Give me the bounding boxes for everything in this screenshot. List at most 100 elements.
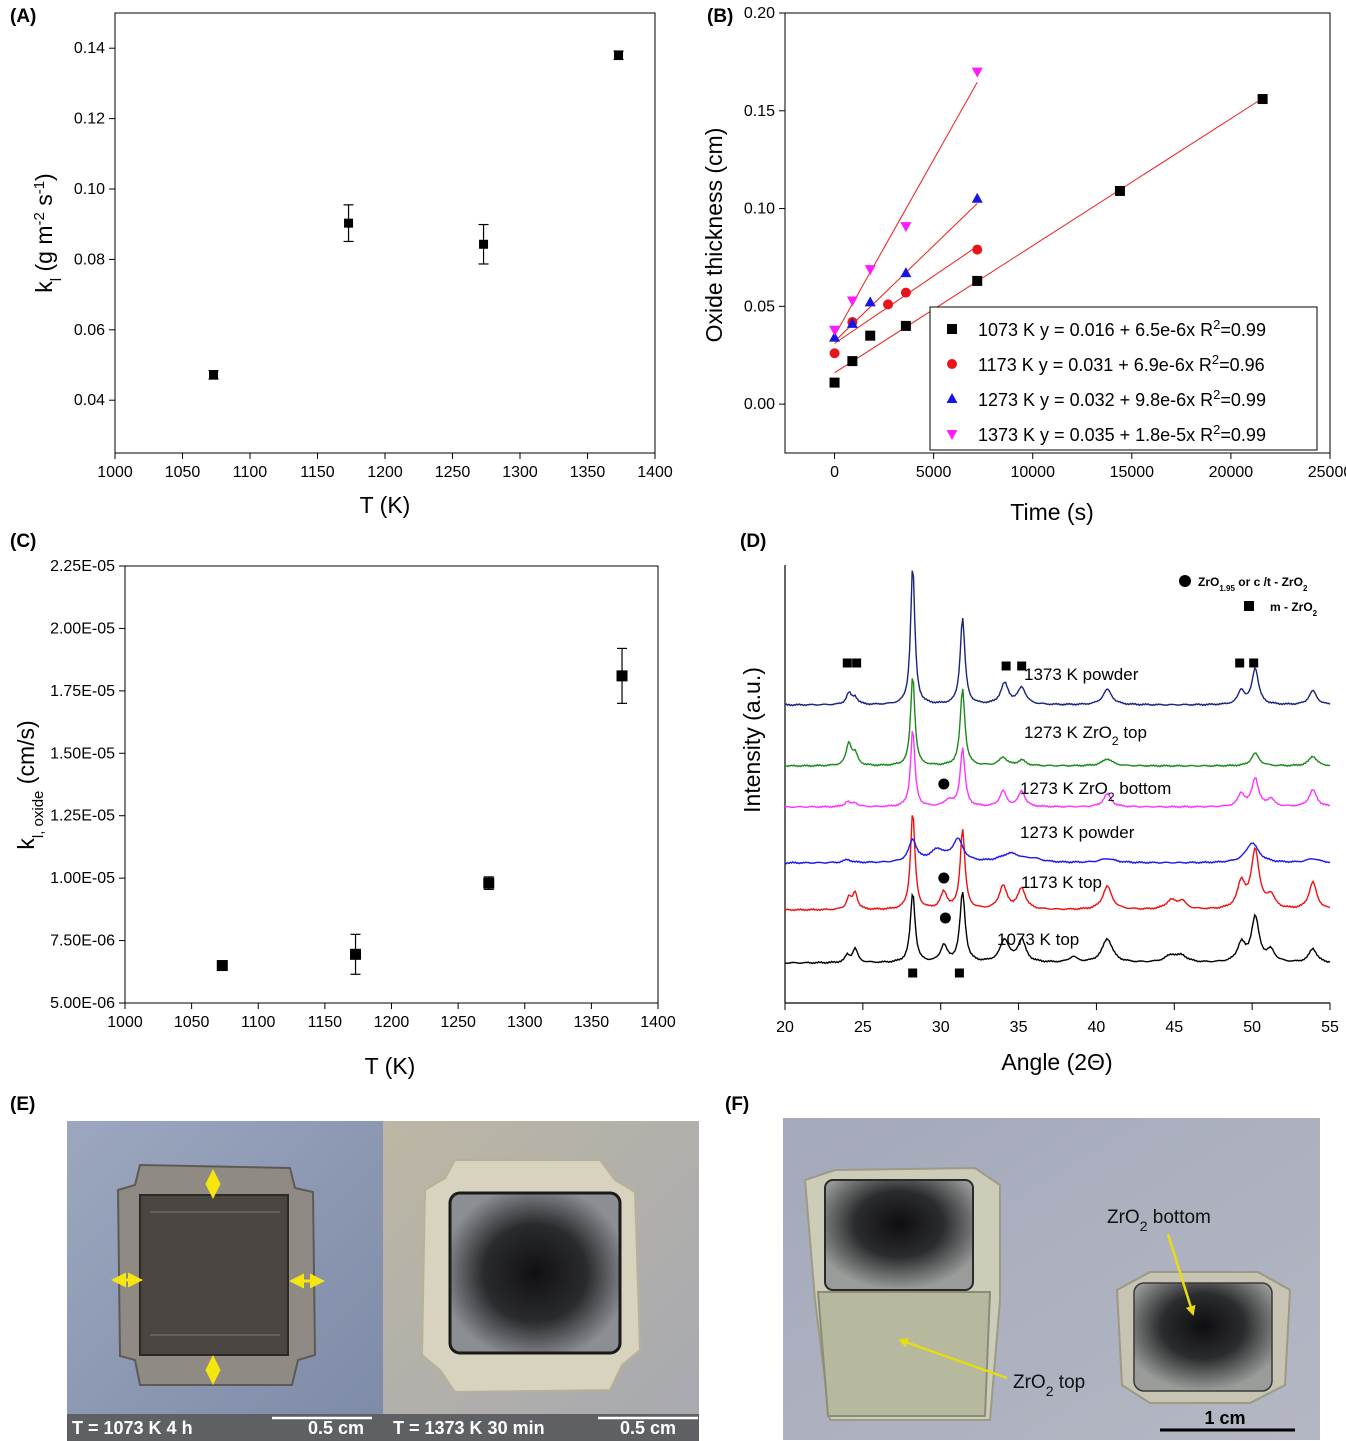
peak-marker-square xyxy=(852,658,862,668)
legend-label: 1273 K y = 0.032 + 9.8e-6x R2=0.99 xyxy=(978,387,1266,411)
x-tick-label: 50 xyxy=(1243,1019,1261,1036)
legend-square-marker xyxy=(1244,601,1254,611)
peak-marker-square xyxy=(1235,658,1245,668)
photo-f-left-dark xyxy=(824,1179,974,1291)
data-point xyxy=(616,670,628,682)
y-tick-label: 0.20 xyxy=(744,5,775,22)
x-tick-label: 10000 xyxy=(1010,464,1055,481)
y-tick-label: 0.05 xyxy=(744,298,775,315)
y-tick-label: 2.25E-05 xyxy=(50,558,115,575)
data-point xyxy=(350,948,362,960)
xrd-trace xyxy=(784,678,1331,768)
xrd-trace xyxy=(784,892,1331,965)
chart-b-xlabel: Time (s) xyxy=(1010,499,1093,525)
data-point xyxy=(846,296,858,307)
legend-marker xyxy=(946,430,958,440)
data-point xyxy=(883,299,894,310)
chart-d: 20 25 30 35 40 45 50 55 1373 K powder 1273 K ZrO2… xyxy=(739,565,1339,1075)
y-tick-label: 1.75E-05 xyxy=(50,683,115,700)
data-point xyxy=(1257,94,1268,105)
legend-label: 1373 K y = 0.035 + 1.8e-5x R2=0.99 xyxy=(978,422,1266,446)
data-point xyxy=(483,877,495,889)
x-tick-label: 1200 xyxy=(367,464,403,481)
peak-marker-circle xyxy=(939,912,951,924)
xrd-trace xyxy=(784,731,1331,809)
photo-e-caption-bar xyxy=(67,1414,699,1441)
y-tick-label: 0.10 xyxy=(744,201,775,218)
data-point xyxy=(1114,185,1125,196)
x-tick-label: 5000 xyxy=(916,464,952,481)
legend-label: 1173 K y = 0.031 + 6.9e-6x R2=0.96 xyxy=(978,352,1265,376)
x-tick-label: 45 xyxy=(1165,1019,1183,1036)
x-tick-label: 1300 xyxy=(502,464,538,481)
y-tick-label: 7.50E-06 xyxy=(50,933,115,950)
chart-b-ylabel: Oxide thickness (cm) xyxy=(701,128,727,343)
chart-d-marks: 20 25 30 35 40 45 50 55 1373 K powder 1273 K ZrO2… xyxy=(776,570,1339,1036)
data-point xyxy=(209,370,219,380)
peak-marker-square xyxy=(908,968,918,978)
peak-marker-square xyxy=(954,968,964,978)
chart-a: 1000 1050 1100 1150 1200 1250 1300 1350 1400 0.04… xyxy=(31,12,673,518)
photo-e-left-sample-core xyxy=(139,1194,289,1356)
y-tick-label: 1.50E-05 xyxy=(50,745,115,762)
y-tick-label: 0.15 xyxy=(744,103,775,120)
photo-e-right-scale: 0.5 cm xyxy=(620,1418,676,1438)
x-tick-label: 20000 xyxy=(1209,464,1254,481)
data-point xyxy=(900,267,912,278)
photo-e-left-scale: 0.5 cm xyxy=(308,1418,364,1438)
photo-e-right-caption: T = 1373 K 30 min xyxy=(393,1418,545,1438)
y-tick-label: 0.04 xyxy=(74,392,105,409)
data-point xyxy=(972,275,983,286)
chart-c-xlabel: T (K) xyxy=(365,1053,416,1079)
y-tick-label: 5.00E-06 xyxy=(50,995,115,1012)
y-tick-label: 0.00 xyxy=(744,396,775,413)
x-tick-label: 30 xyxy=(932,1019,950,1036)
data-point xyxy=(971,192,983,203)
x-tick-label: 0 xyxy=(830,464,839,481)
xrd-series-label: 1073 K top xyxy=(997,930,1079,949)
legend-marker xyxy=(946,393,958,403)
x-tick-label: 1100 xyxy=(233,464,268,481)
data-point xyxy=(829,331,841,342)
xrd-series-label: 1373 K powder xyxy=(1024,665,1139,684)
chart-b-frame xyxy=(784,12,1331,454)
photo-e-right-sample-core xyxy=(448,1191,622,1355)
chart-c-marks: 1000 1050 1100 1150 1200 1250 1300 1350 1400 5.00… xyxy=(50,558,676,1031)
x-tick-label: 35 xyxy=(1010,1019,1028,1036)
chart-d-xlabel: Angle (2Θ) xyxy=(1001,1049,1112,1075)
legend-circle-label: ZrO1.95 or c /t - ZrO2 xyxy=(1198,575,1308,593)
arrow-to-top xyxy=(898,1337,1008,1380)
x-tick-label: 1350 xyxy=(570,464,606,481)
data-point xyxy=(900,287,911,298)
x-tick-label: 20 xyxy=(776,1019,794,1036)
x-tick-label: 1250 xyxy=(435,464,471,481)
data-point xyxy=(846,317,858,328)
photo-f-scale-label: 1 cm xyxy=(1204,1408,1245,1428)
data-point xyxy=(900,222,912,233)
photo-e-left-caption: T = 1073 K 4 h xyxy=(72,1418,193,1438)
photo-f: ZrO2 bottom ZrO2 top 1 cm xyxy=(783,1118,1320,1440)
x-tick-label: 1300 xyxy=(507,1014,543,1031)
chart-c-frame xyxy=(124,565,659,1004)
x-tick-label: 1000 xyxy=(107,1014,143,1031)
xrd-trace xyxy=(784,815,1331,912)
photo-f-left-face xyxy=(816,1291,992,1417)
x-tick-label: 40 xyxy=(1088,1019,1106,1036)
panel-label-e: (E) xyxy=(10,1094,35,1115)
data-point xyxy=(972,244,983,255)
panel-label-b: (B) xyxy=(707,6,733,27)
peak-marker-square xyxy=(1249,658,1259,668)
x-tick-label: 1100 xyxy=(241,1014,276,1031)
data-point xyxy=(829,348,840,359)
chart-b-legend-box xyxy=(929,306,1318,451)
legend-marker xyxy=(947,359,957,369)
x-tick-label: 1150 xyxy=(300,464,335,481)
y-tick-label: 2.00E-05 xyxy=(50,620,115,637)
legend-circle-marker xyxy=(1179,575,1191,587)
x-tick-label: 55 xyxy=(1321,1019,1339,1036)
peak-marker-square xyxy=(1001,661,1011,671)
data-point xyxy=(216,960,228,972)
chart-d-legend: ZrO1.95 or c /t - ZrO2 m - ZrO2 xyxy=(1179,575,1318,618)
